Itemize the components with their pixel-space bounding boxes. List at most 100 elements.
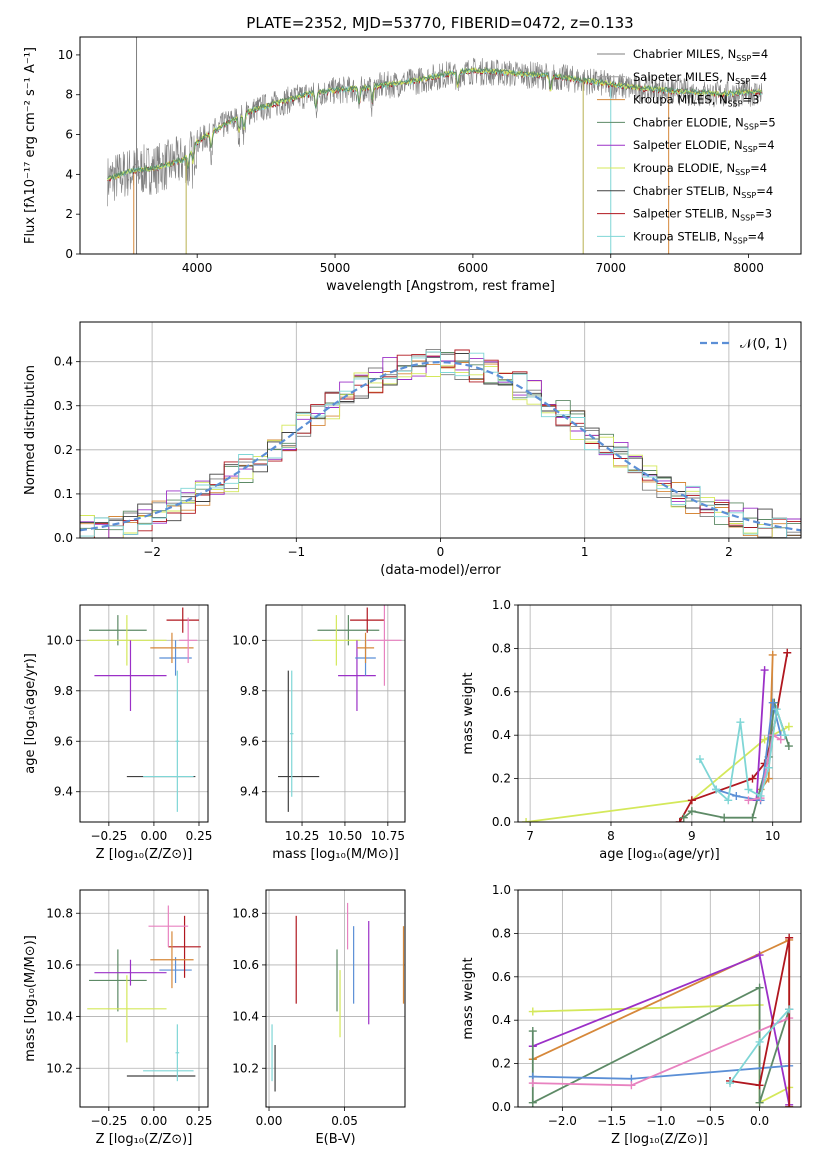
axes-frame <box>79 889 209 1108</box>
plus-marker <box>755 1081 764 1090</box>
x-tick-label: −0.5 <box>696 1114 725 1128</box>
y-tick-label: 0.4 <box>492 728 511 742</box>
x-tick-label: −2 <box>143 545 161 559</box>
plus-marker <box>785 1103 794 1107</box>
y-tick-label: 10.0 <box>46 633 73 647</box>
legend-count: =4 <box>750 70 767 84</box>
legend-count: =4 <box>750 161 767 175</box>
errorbar-point <box>356 632 375 664</box>
x-tick-label: 10.25 <box>285 829 319 843</box>
errorbar-point <box>89 949 147 1012</box>
y-tick-label: 10 <box>58 48 73 62</box>
legend-subscript: SSP <box>736 54 751 63</box>
y-axis-label: Flux [fλ10⁻¹⁷ erg cm⁻² s⁻¹ A⁻¹] <box>23 47 38 244</box>
x-axis-label: Z [log₁₀(Z/Z⊙)] <box>611 1132 708 1147</box>
axes-frame <box>79 604 209 823</box>
x-tick-label: −2.0 <box>548 1114 577 1128</box>
plus-marker <box>528 1079 537 1088</box>
y-tick-label: 0.8 <box>492 641 511 655</box>
legend-subscript: SSP <box>740 214 755 223</box>
legend-count: =5 <box>759 115 776 129</box>
y-tick-label: 10.2 <box>232 1061 259 1075</box>
errorbar-point <box>175 1024 180 1082</box>
x-tick-label: 0.00 <box>141 829 168 843</box>
y-tick-label: 0.6 <box>492 970 511 984</box>
plus-marker <box>679 813 688 822</box>
x-tick-label: −0.25 <box>90 829 127 843</box>
plus-marker <box>744 796 753 805</box>
y-tick-label: 0.2 <box>492 1057 511 1071</box>
plus-marker <box>785 933 794 942</box>
errorbar-point <box>166 607 199 633</box>
plus-marker <box>784 742 793 751</box>
legend-entry: Kroupa STELIB, NSSP=4 <box>633 229 764 245</box>
y-tick-label: 9.6 <box>54 734 73 748</box>
x-tick-label: 8 <box>607 829 615 843</box>
legend-entry: Chabrier STELIB, NSSP=4 <box>633 184 773 200</box>
y-tick-label: 10.8 <box>46 906 73 920</box>
y-tick-label: 0.0 <box>492 1100 511 1114</box>
y-tick-label: 8 <box>65 88 73 102</box>
y-tick-label: 0.8 <box>492 926 511 940</box>
plus-marker <box>528 1007 537 1016</box>
errorbar-point <box>179 617 198 664</box>
x-tick-label: 0.25 <box>186 1114 213 1128</box>
y-tick-label: 10.6 <box>46 958 73 972</box>
weight-series-line <box>729 937 791 1107</box>
plot-area <box>528 933 794 1107</box>
x-axis-label: Z [log₁₀(Z/Z⊙)] <box>96 847 193 862</box>
y-tick-label: 0.6 <box>492 685 511 699</box>
plot-area <box>107 37 763 254</box>
y-tick-label: 1.0 <box>492 598 511 612</box>
x-tick-label: 0.00 <box>141 1114 168 1128</box>
y-tick-label: 9.8 <box>54 684 73 698</box>
axes-frame <box>517 889 802 1108</box>
errorbar-point <box>367 605 402 686</box>
weight-series-line <box>755 670 766 801</box>
y-axis-label: mass weight <box>461 672 476 754</box>
y-axis-label: mass weight <box>461 957 476 1039</box>
legend-subscript: SSP <box>735 77 750 86</box>
x-tick-label: 0.00 <box>256 1114 283 1128</box>
panel-mass-age: 10.25 10.50 10.75 9.4 9.6 9.8 10.0 mass [log₁₀(… <box>232 604 406 862</box>
plus-marker <box>627 1081 636 1090</box>
y-tick-label: 1.0 <box>492 883 511 897</box>
plot-area <box>87 905 201 1082</box>
y-tick-label: 4 <box>65 167 73 181</box>
y-tick-label: 2 <box>65 207 73 221</box>
errorbar-point <box>94 640 167 711</box>
panel-residuals: −2 −1 0 1 2 0.0 0.1 0.2 0.3 0.4 (data-model)/error… <box>23 321 802 578</box>
y-tick-label: 0.2 <box>492 772 511 786</box>
plot-area <box>278 605 402 812</box>
plus-marker <box>755 951 764 960</box>
legend-count: =4 <box>758 138 775 152</box>
errorbar-point <box>175 670 180 812</box>
x-tick-label: 10.75 <box>371 829 405 843</box>
x-axis-label: wavelength [Angstrom, rest frame] <box>326 279 555 294</box>
plot-area <box>87 607 199 812</box>
plus-marker <box>675 818 684 822</box>
plus-marker <box>755 1037 764 1046</box>
plus-marker <box>780 731 789 740</box>
y-tick-label: 9.6 <box>240 734 259 748</box>
legend-entry: Chabrier MILES, NSSP=4 <box>633 47 768 63</box>
x-tick-label: 4000 <box>182 261 213 275</box>
axes-frame <box>265 889 406 1108</box>
x-tick-label: 0 <box>437 545 445 559</box>
plus-marker <box>756 791 765 800</box>
plus-marker <box>748 813 757 822</box>
figure-title: PLATE=2352, MJD=53770, FIBERID=0472, z=0… <box>246 14 633 32</box>
errorbar-point <box>168 915 201 978</box>
y-axis-label: mass [log₁₀(M/M⊙)] <box>23 935 38 1062</box>
y-tick-label: 0.4 <box>54 355 73 369</box>
panel-z-age: −0.25 0.00 0.25 9.4 9.6 9.8 10.0 Z [log₁₀(Z/Z⊙)… <box>23 604 213 862</box>
errorbar-point <box>290 670 294 797</box>
legend-count: =4 <box>748 229 765 243</box>
y-tick-label: 0.1 <box>54 487 73 501</box>
axes-frame <box>517 604 802 823</box>
x-tick-label: 0.25 <box>186 829 213 843</box>
legend-subscript: SSP <box>741 191 756 200</box>
x-axis-label: Z [log₁₀(Z/Z⊙)] <box>96 1132 193 1147</box>
y-tick-label: 0 <box>65 247 73 261</box>
x-tick-label: −1.0 <box>646 1114 675 1128</box>
